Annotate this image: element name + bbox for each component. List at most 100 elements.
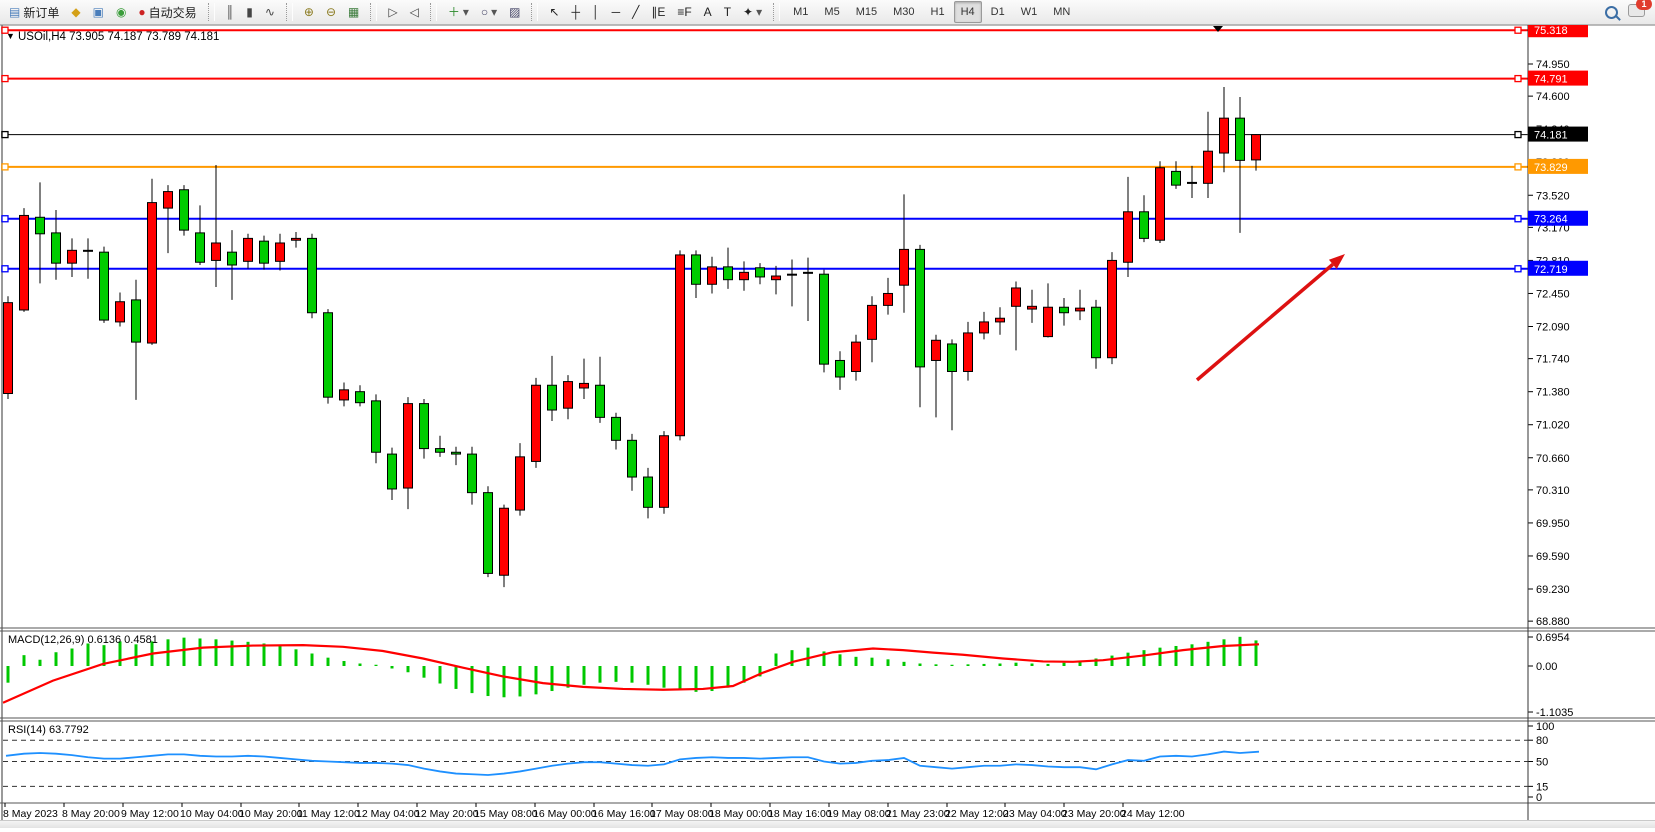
candle-body bbox=[451, 451, 461, 455]
equidistant-channel-icon: ∥E bbox=[651, 5, 666, 19]
time-axis-label: 10 May 20:00 bbox=[239, 808, 303, 820]
line-chart-type-icon[interactable]: ∿ bbox=[260, 1, 280, 23]
time-axis-label: 12 May 20:00 bbox=[415, 808, 479, 820]
candle-body bbox=[99, 251, 109, 321]
candle-body bbox=[803, 271, 813, 274]
auto-scroll-icon[interactable]: ▷ bbox=[383, 1, 402, 23]
toolbar-separator bbox=[285, 3, 293, 21]
timeframe-group: M1 M5 M15 M30 H1 H4 D1 W1 MN bbox=[782, 0, 1081, 24]
new-chart-button[interactable]: ＋ ▾ bbox=[443, 1, 474, 23]
zoom-in-icon[interactable]: ⊕ bbox=[299, 1, 319, 23]
level-left-anchor[interactable] bbox=[1, 74, 9, 83]
trend-arrow-head[interactable] bbox=[1328, 254, 1345, 269]
toolbar-group-1: ║ ▮ ∿ bbox=[217, 0, 284, 24]
price-tick-label: 72.090 bbox=[1536, 322, 1570, 334]
trendline-icon[interactable]: ╱ bbox=[627, 1, 644, 23]
symbol-dropdown-icon[interactable]: ▼ bbox=[6, 31, 15, 41]
level-right-anchor[interactable] bbox=[1514, 163, 1522, 171]
tile-windows-icon[interactable]: ▦ bbox=[343, 1, 364, 23]
periods-button[interactable]: ○ ▾ bbox=[476, 1, 502, 23]
chat-button[interactable]: 1 bbox=[1628, 0, 1652, 20]
candle-body bbox=[1171, 170, 1181, 186]
equidistant-channel-icon[interactable]: ∥E bbox=[646, 1, 670, 23]
text-label-icon[interactable]: T bbox=[719, 1, 736, 23]
candle-body bbox=[435, 448, 445, 453]
signals-icon[interactable]: ◉ bbox=[111, 1, 131, 23]
auto-scroll-icon: ▷ bbox=[388, 5, 398, 19]
candle-body bbox=[1139, 211, 1149, 239]
macd-label: MACD(12,26,9) 0.6136 0.4581 bbox=[8, 634, 158, 646]
dropdown-arrow-icon[interactable]: ▾ bbox=[462, 5, 469, 19]
jump-to-icon[interactable]: ◆ bbox=[66, 1, 85, 23]
zoom-out-icon[interactable]: ⊖ bbox=[321, 1, 341, 23]
candle-body bbox=[211, 242, 221, 261]
candlestick-type-icon: ▮ bbox=[246, 5, 253, 19]
candle-body bbox=[515, 456, 525, 511]
bar-chart-type-icon[interactable]: ║ bbox=[221, 1, 240, 23]
level-left-anchor[interactable] bbox=[1, 265, 9, 273]
timeframe-m5[interactable]: M5 bbox=[824, 6, 840, 18]
candle-body bbox=[659, 435, 669, 508]
timeframe-m30[interactable]: M30 bbox=[893, 6, 915, 18]
candlestick-type-icon[interactable]: ▮ bbox=[241, 1, 258, 23]
candle-body bbox=[787, 273, 797, 276]
fibonacci-icon[interactable]: ≡F bbox=[672, 1, 696, 23]
price-badge-label: 73.829 bbox=[1534, 162, 1568, 174]
level-left-anchor[interactable] bbox=[1, 163, 9, 171]
trend-arrow[interactable] bbox=[1195, 263, 1334, 382]
autotrade-button[interactable]: ● 自动交易 bbox=[133, 1, 201, 23]
level-right-anchor[interactable] bbox=[1514, 74, 1522, 83]
arrows-button[interactable]: ✦ ▾ bbox=[738, 1, 767, 23]
level-left-anchor[interactable] bbox=[1, 26, 9, 34]
timeframe-m1[interactable]: M1 bbox=[793, 6, 809, 18]
candle-body bbox=[915, 248, 925, 368]
price-tick-label: 73.520 bbox=[1536, 190, 1570, 202]
time-axis-label: 16 May 00:00 bbox=[533, 808, 597, 820]
horizontal-line-icon[interactable]: ─ bbox=[607, 1, 626, 23]
candle-body bbox=[1091, 306, 1101, 359]
crosshair-icon[interactable]: ┼ bbox=[567, 1, 586, 23]
chart-shift-icon[interactable]: ◁ bbox=[405, 1, 424, 23]
candle-body bbox=[1011, 287, 1021, 307]
candle-body bbox=[851, 341, 861, 372]
terminal-icon[interactable]: ▣ bbox=[88, 1, 109, 23]
time-axis-label: 18 May 16:00 bbox=[768, 808, 832, 820]
text-icon[interactable]: A bbox=[699, 1, 717, 23]
candle-body bbox=[371, 400, 381, 453]
scroll-position-marker[interactable] bbox=[1213, 26, 1223, 32]
time-axis-label: 8 May 20:00 bbox=[62, 808, 120, 820]
dropdown-arrow-icon[interactable]: ▾ bbox=[491, 5, 498, 19]
price-badge bbox=[1528, 22, 1588, 38]
signals-icon: ◉ bbox=[115, 5, 127, 19]
level-right-anchor[interactable] bbox=[1514, 265, 1522, 273]
timeframe-h1[interactable]: H1 bbox=[930, 6, 945, 18]
candle-body bbox=[339, 389, 349, 401]
vertical-line-icon[interactable]: │ bbox=[587, 1, 605, 23]
timeframe-w1[interactable]: W1 bbox=[1020, 6, 1038, 18]
crosshair-icon: ┼ bbox=[571, 5, 581, 19]
timeframe-d1[interactable]: D1 bbox=[990, 6, 1005, 18]
level-right-anchor[interactable] bbox=[1514, 215, 1522, 223]
cursor-icon[interactable]: ↖ bbox=[544, 1, 564, 23]
timeframe-h4[interactable]: H4 bbox=[953, 1, 982, 23]
timeframe-mn[interactable]: MN bbox=[1053, 6, 1071, 18]
time-axis-label: 10 May 04:00 bbox=[180, 808, 244, 820]
templates-button[interactable]: ▨ bbox=[504, 1, 525, 23]
new-order-button[interactable]: ▤ 新订单 bbox=[4, 1, 64, 23]
timeframe-m15[interactable]: M15 bbox=[855, 6, 878, 18]
time-axis-label: 8 May 2023 bbox=[3, 808, 58, 820]
candle-body bbox=[595, 384, 605, 418]
level-left-anchor[interactable] bbox=[1, 215, 9, 223]
level-right-anchor[interactable] bbox=[1514, 26, 1522, 34]
candle-body bbox=[883, 292, 893, 306]
time-axis-label: 12 May 04:00 bbox=[356, 808, 420, 820]
level-left-anchor[interactable] bbox=[1, 130, 9, 139]
search-icon[interactable] bbox=[1605, 5, 1618, 19]
price-badge bbox=[1528, 260, 1588, 276]
level-right-anchor[interactable] bbox=[1514, 130, 1522, 139]
dropdown-arrow-icon[interactable]: ▾ bbox=[756, 5, 763, 19]
price-tick-label: 74.950 bbox=[1536, 59, 1570, 71]
time-axis-label: 22 May 12:00 bbox=[945, 808, 1009, 820]
